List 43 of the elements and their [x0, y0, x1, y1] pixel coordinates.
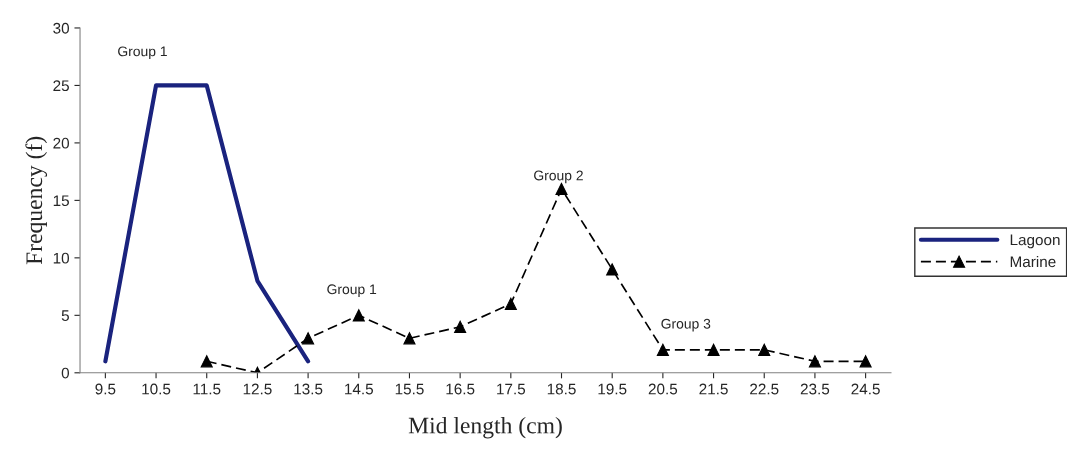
point — [403, 332, 416, 345]
y-axis-title: Frequency (f) — [25, 136, 48, 265]
x-tick-label: 11.5 — [193, 383, 221, 395]
legend-label: Lagoon — [1010, 234, 1060, 249]
x-tick-label: 19.5 — [598, 383, 627, 395]
point — [302, 332, 315, 345]
y-tick-label: 10 — [53, 252, 70, 264]
x-tick-label: 12.5 — [243, 383, 272, 395]
point — [454, 320, 467, 333]
y-tick-label: 25 — [53, 80, 69, 92]
x-tick-label: 20.5 — [648, 383, 678, 395]
point — [504, 297, 517, 310]
point — [606, 263, 619, 276]
x-tick-label: 22.5 — [750, 383, 779, 395]
y-tick-label: 0 — [61, 367, 70, 379]
x-tick-label: 9.5 — [95, 383, 116, 395]
annotation: Group 3 — [661, 318, 711, 332]
point — [352, 309, 365, 322]
point — [707, 343, 720, 356]
x-tick-label: 10.5 — [142, 383, 171, 395]
x-tick-label: 18.5 — [547, 383, 576, 395]
x-tick-label: 14.5 — [345, 383, 374, 395]
x-axis-title: Mid length (cm) — [408, 416, 562, 439]
legend-label: Marine — [1010, 255, 1056, 268]
point — [656, 343, 669, 356]
x-tick-label: 17.5 — [497, 383, 526, 395]
point — [758, 343, 771, 356]
x-tick-label: 13.5 — [294, 383, 323, 395]
annotation: Group 1 — [327, 284, 377, 297]
y-tick-label: 15 — [53, 195, 69, 207]
point — [200, 355, 213, 368]
point — [808, 355, 821, 368]
point — [859, 355, 872, 368]
x-tick-label: 15.5 — [395, 383, 424, 395]
x-tick-label: 16.5 — [446, 383, 475, 395]
y-tick-label: 5 — [61, 310, 69, 322]
y-tick-label: 20 — [53, 137, 70, 149]
x-tick-label: 24.5 — [851, 383, 880, 395]
annotation: Group 2 — [534, 170, 583, 184]
y-tick-label: 30 — [53, 22, 70, 34]
x-tick-label: 21.5 — [699, 383, 728, 395]
annotation: Group 1 — [118, 46, 167, 59]
x-tick-label: 23.5 — [800, 383, 830, 395]
